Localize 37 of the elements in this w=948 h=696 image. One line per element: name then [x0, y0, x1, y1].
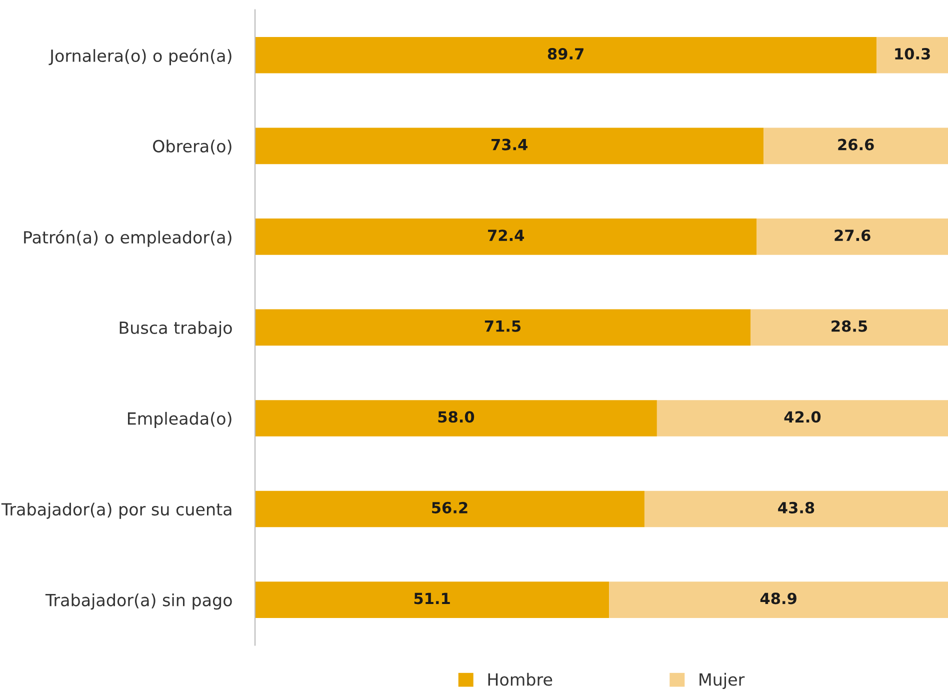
data-label: 51.1: [414, 592, 450, 604]
y-tick-label: Patrón(a) o empleador(a): [24, 230, 232, 247]
data-label: 72.4: [488, 230, 524, 241]
data-label: 43.8: [778, 502, 814, 514]
bar: [255, 218, 757, 255]
bar: [656, 400, 948, 436]
data-label: 26.6: [838, 138, 874, 150]
bar: [644, 490, 948, 528]
y-tick-label: Empleada(o): [128, 412, 232, 428]
data-label: 48.9: [760, 592, 796, 604]
data-label: 42.0: [784, 411, 821, 423]
bar: [764, 128, 948, 164]
data-label: 58.0: [438, 411, 474, 423]
bar: [255, 309, 750, 346]
bar: [255, 490, 644, 528]
bar: [255, 128, 764, 164]
legend-label: Mujer: [700, 672, 745, 690]
bar: [756, 218, 948, 255]
legend-label: Hombre: [488, 672, 552, 686]
data-label: 71.5: [484, 320, 521, 332]
bar: [255, 36, 877, 74]
y-tick-label: Jornalera(o) o peón(a): [48, 48, 232, 66]
data-label: 73.4: [492, 138, 528, 150]
data-label: 10.3: [895, 48, 930, 60]
y-tick-label: Busca trabajo: [120, 321, 232, 338]
bar: [255, 400, 657, 436]
data-label: 89.7: [548, 48, 584, 60]
data-label: 28.5: [832, 320, 868, 332]
y-tick-label: Obrera(o): [153, 140, 232, 154]
bar: [255, 582, 610, 618]
data-label: 56.2: [432, 502, 468, 514]
data-label: 27.6: [834, 230, 870, 242]
bar: [609, 582, 948, 618]
y-tick-label: Trabajador(a) por su cuenta: [1, 502, 232, 519]
y-tick-label: Trabajador(a) sin pago: [45, 593, 232, 610]
bar: [750, 309, 948, 346]
bar: [876, 36, 948, 74]
